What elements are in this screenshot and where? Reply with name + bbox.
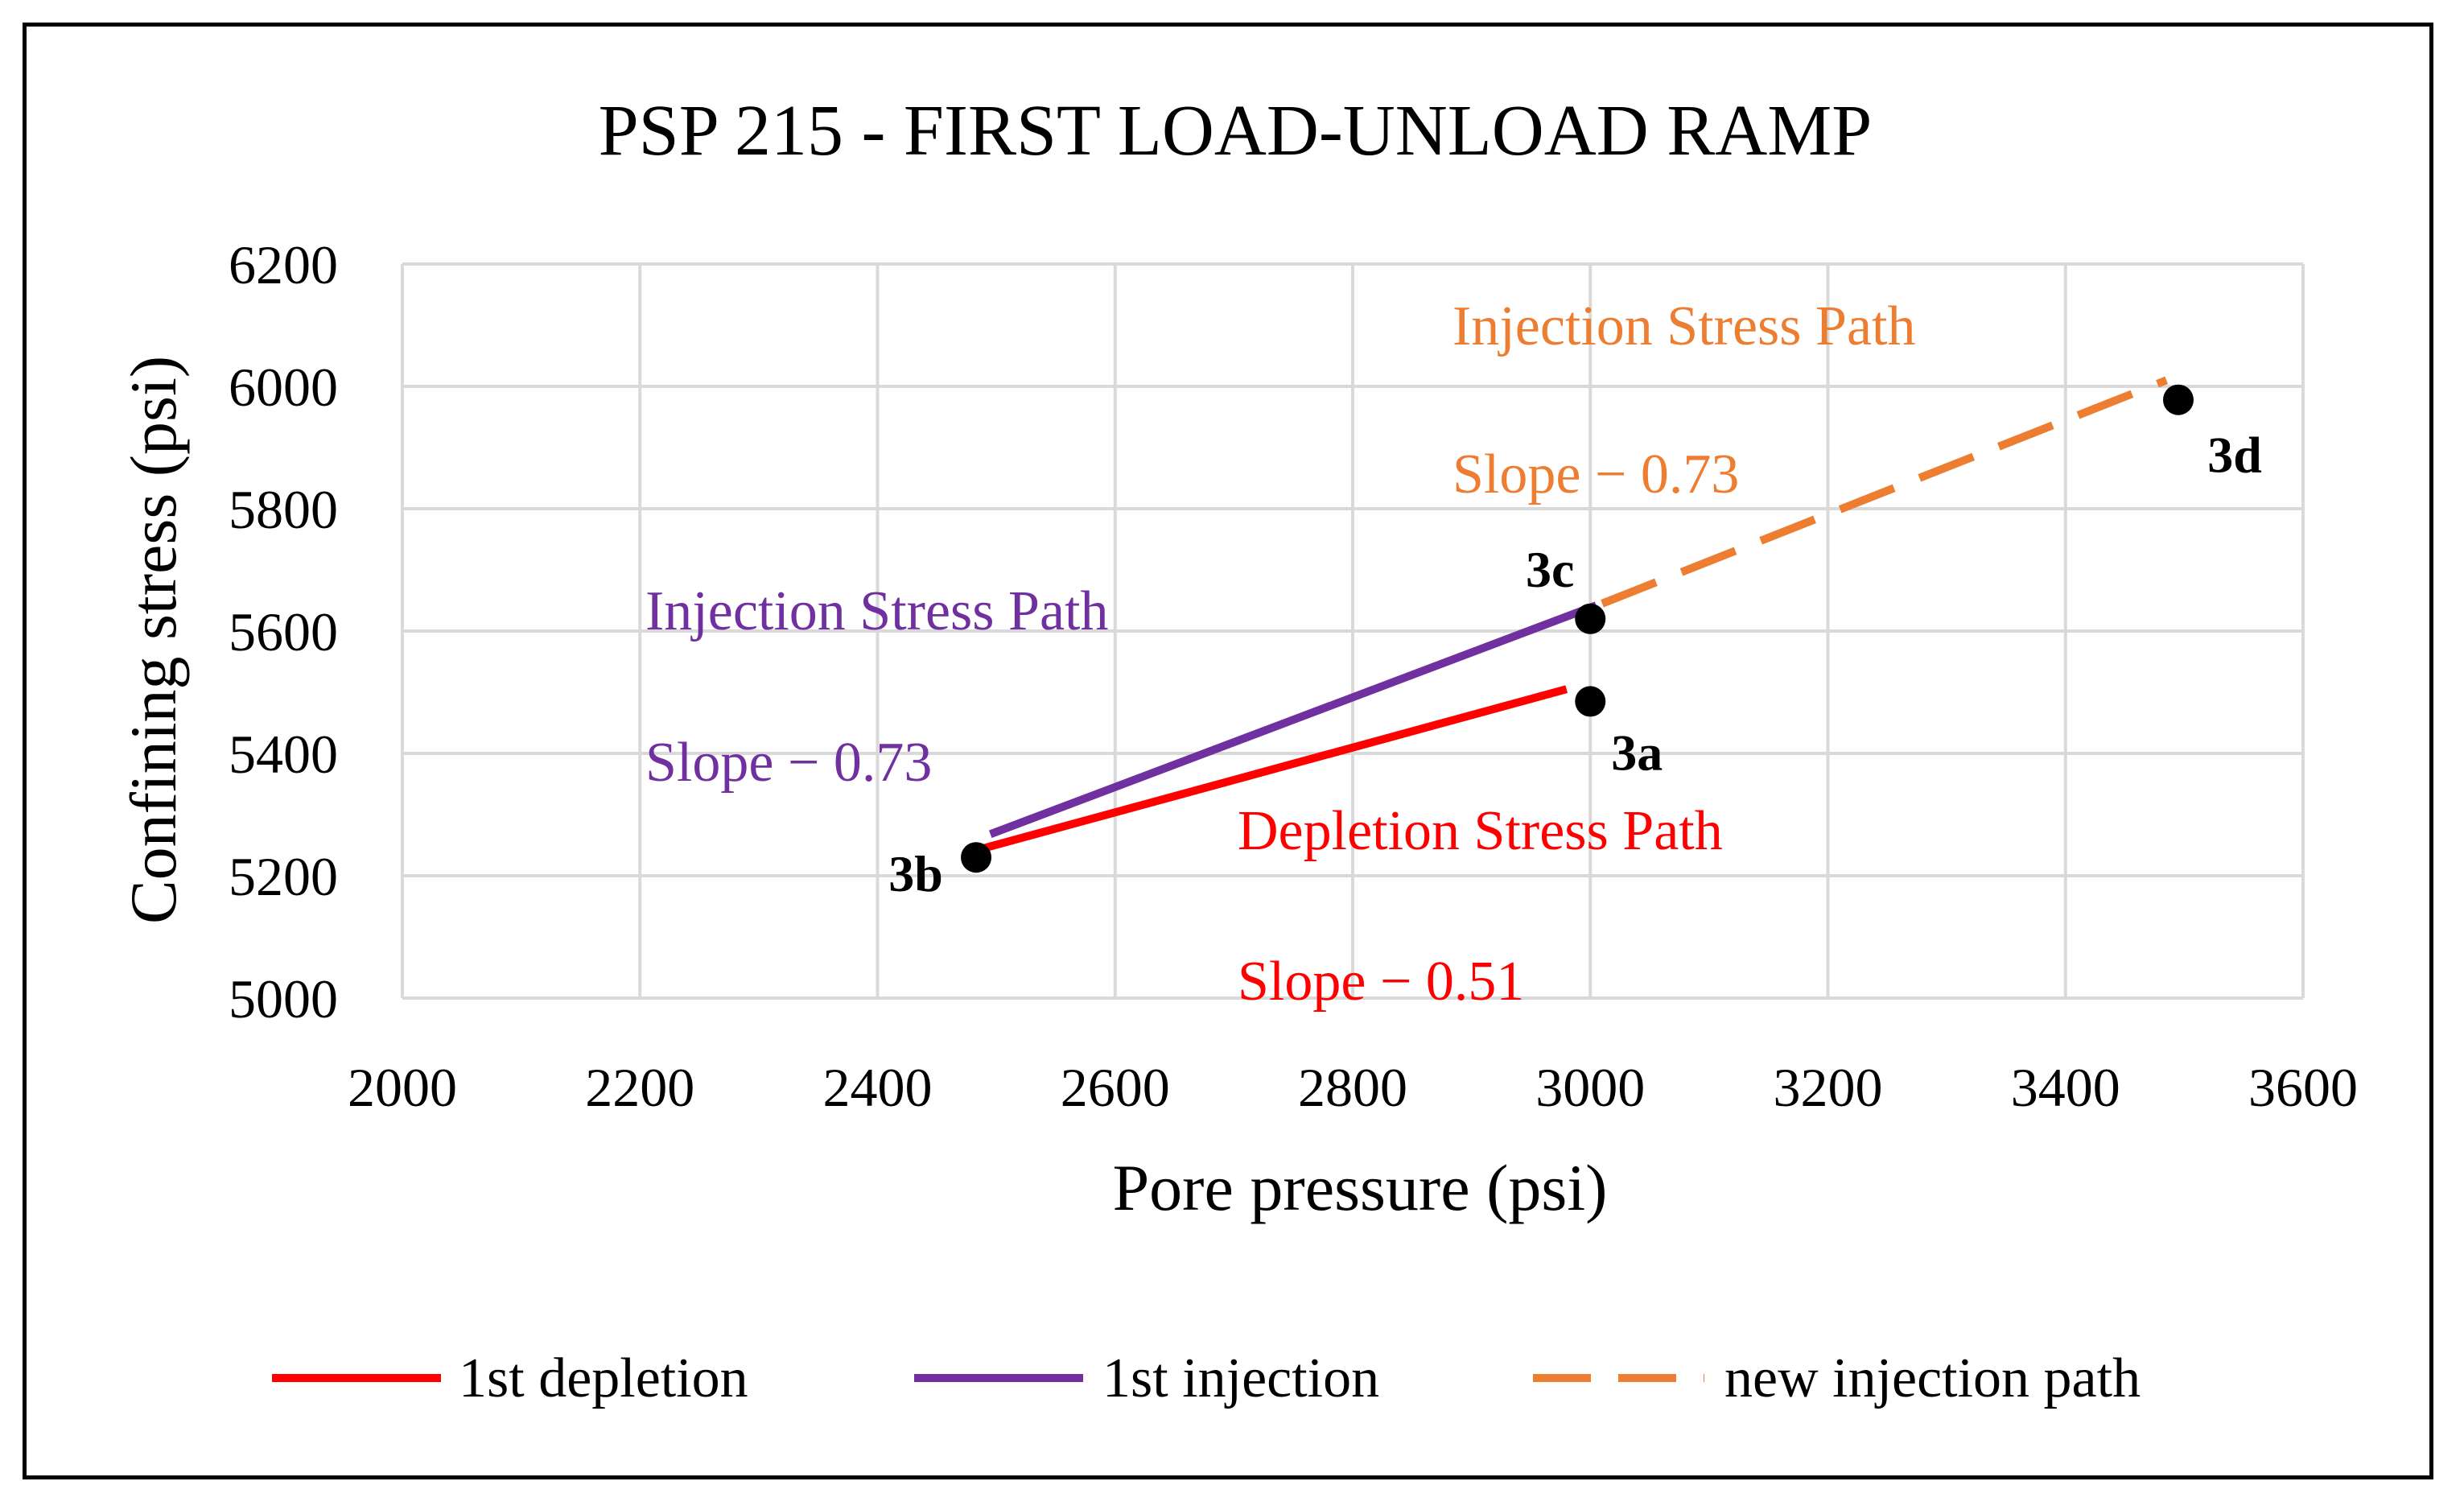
point-3a — [1575, 686, 1606, 717]
x-tick-label-2800: 2800 — [1298, 1057, 1407, 1118]
y-tick-label-5200: 5200 — [229, 846, 338, 907]
x-tick-label-2400: 2400 — [823, 1057, 933, 1118]
x-axis-label: Pore pressure (psi) — [1113, 1151, 1608, 1224]
series-new-injection-path — [1601, 376, 2169, 608]
point-label-3a: 3a — [1611, 724, 1663, 781]
annotation-injection-path: Injection Stress Path — [645, 580, 1108, 642]
y-tick-label-6200: 6200 — [229, 234, 338, 295]
y-axis-label: Confining stress (psi) — [117, 356, 190, 924]
y-tick-label-5400: 5400 — [229, 724, 338, 785]
point-3d — [2162, 384, 2194, 415]
y-tick-label-5800: 5800 — [229, 479, 338, 540]
annotation-depletion-slope: Slope − 0.51 — [1238, 951, 1524, 1013]
annotation-new-injection-path: Injection Stress Path — [1452, 295, 1915, 357]
legend: 1st depletion 1st injection new injectio… — [272, 1347, 2141, 1409]
annotation-injection-slope: Slope − 0.73 — [645, 732, 932, 794]
point-3c — [1575, 603, 1606, 634]
legend-label-new-injection-path: new injection path — [1724, 1347, 2141, 1409]
annotation-depletion-path: Depletion Stress Path — [1238, 800, 1723, 862]
grid-layer — [401, 262, 2305, 1000]
x-tick-label-2000: 2000 — [348, 1057, 457, 1118]
points-layer: 3a 3b 3c 3d — [888, 384, 2262, 902]
series-1st-injection — [988, 601, 1598, 838]
legend-label-1st-injection: 1st injection — [1102, 1347, 1379, 1409]
point-label-3d: 3d — [2207, 427, 2262, 484]
point-label-3b: 3b — [888, 845, 943, 902]
y-tick-label-6000: 6000 — [229, 357, 338, 418]
series-layer — [971, 376, 2169, 856]
y-tick-label-5600: 5600 — [229, 601, 338, 662]
y-tick-label-5000: 5000 — [229, 968, 338, 1029]
series-1st-depletion — [971, 685, 1568, 856]
axis-layer: 2000 2200 2400 2600 2800 3000 3200 3400 3600 5000… — [229, 234, 2358, 1118]
legend-label-1st-depletion: 1st depletion — [459, 1347, 748, 1409]
annotation-new-injection-slope: Slope − 0.73 — [1452, 444, 1739, 505]
x-tick-label-3000: 3000 — [1535, 1057, 1645, 1118]
point-3b — [961, 842, 992, 873]
x-tick-label-2200: 2200 — [585, 1057, 694, 1118]
x-tick-label-3200: 3200 — [1774, 1057, 1883, 1118]
x-tick-label-3400: 3400 — [2011, 1057, 2120, 1118]
x-tick-label-2600: 2600 — [1061, 1057, 1170, 1118]
point-label-3c: 3c — [1526, 541, 1574, 598]
chart-title: PSP 215 - FIRST LOAD-UNLOAD RAMP — [599, 91, 1873, 171]
x-tick-label-3600: 3600 — [2248, 1057, 2358, 1118]
